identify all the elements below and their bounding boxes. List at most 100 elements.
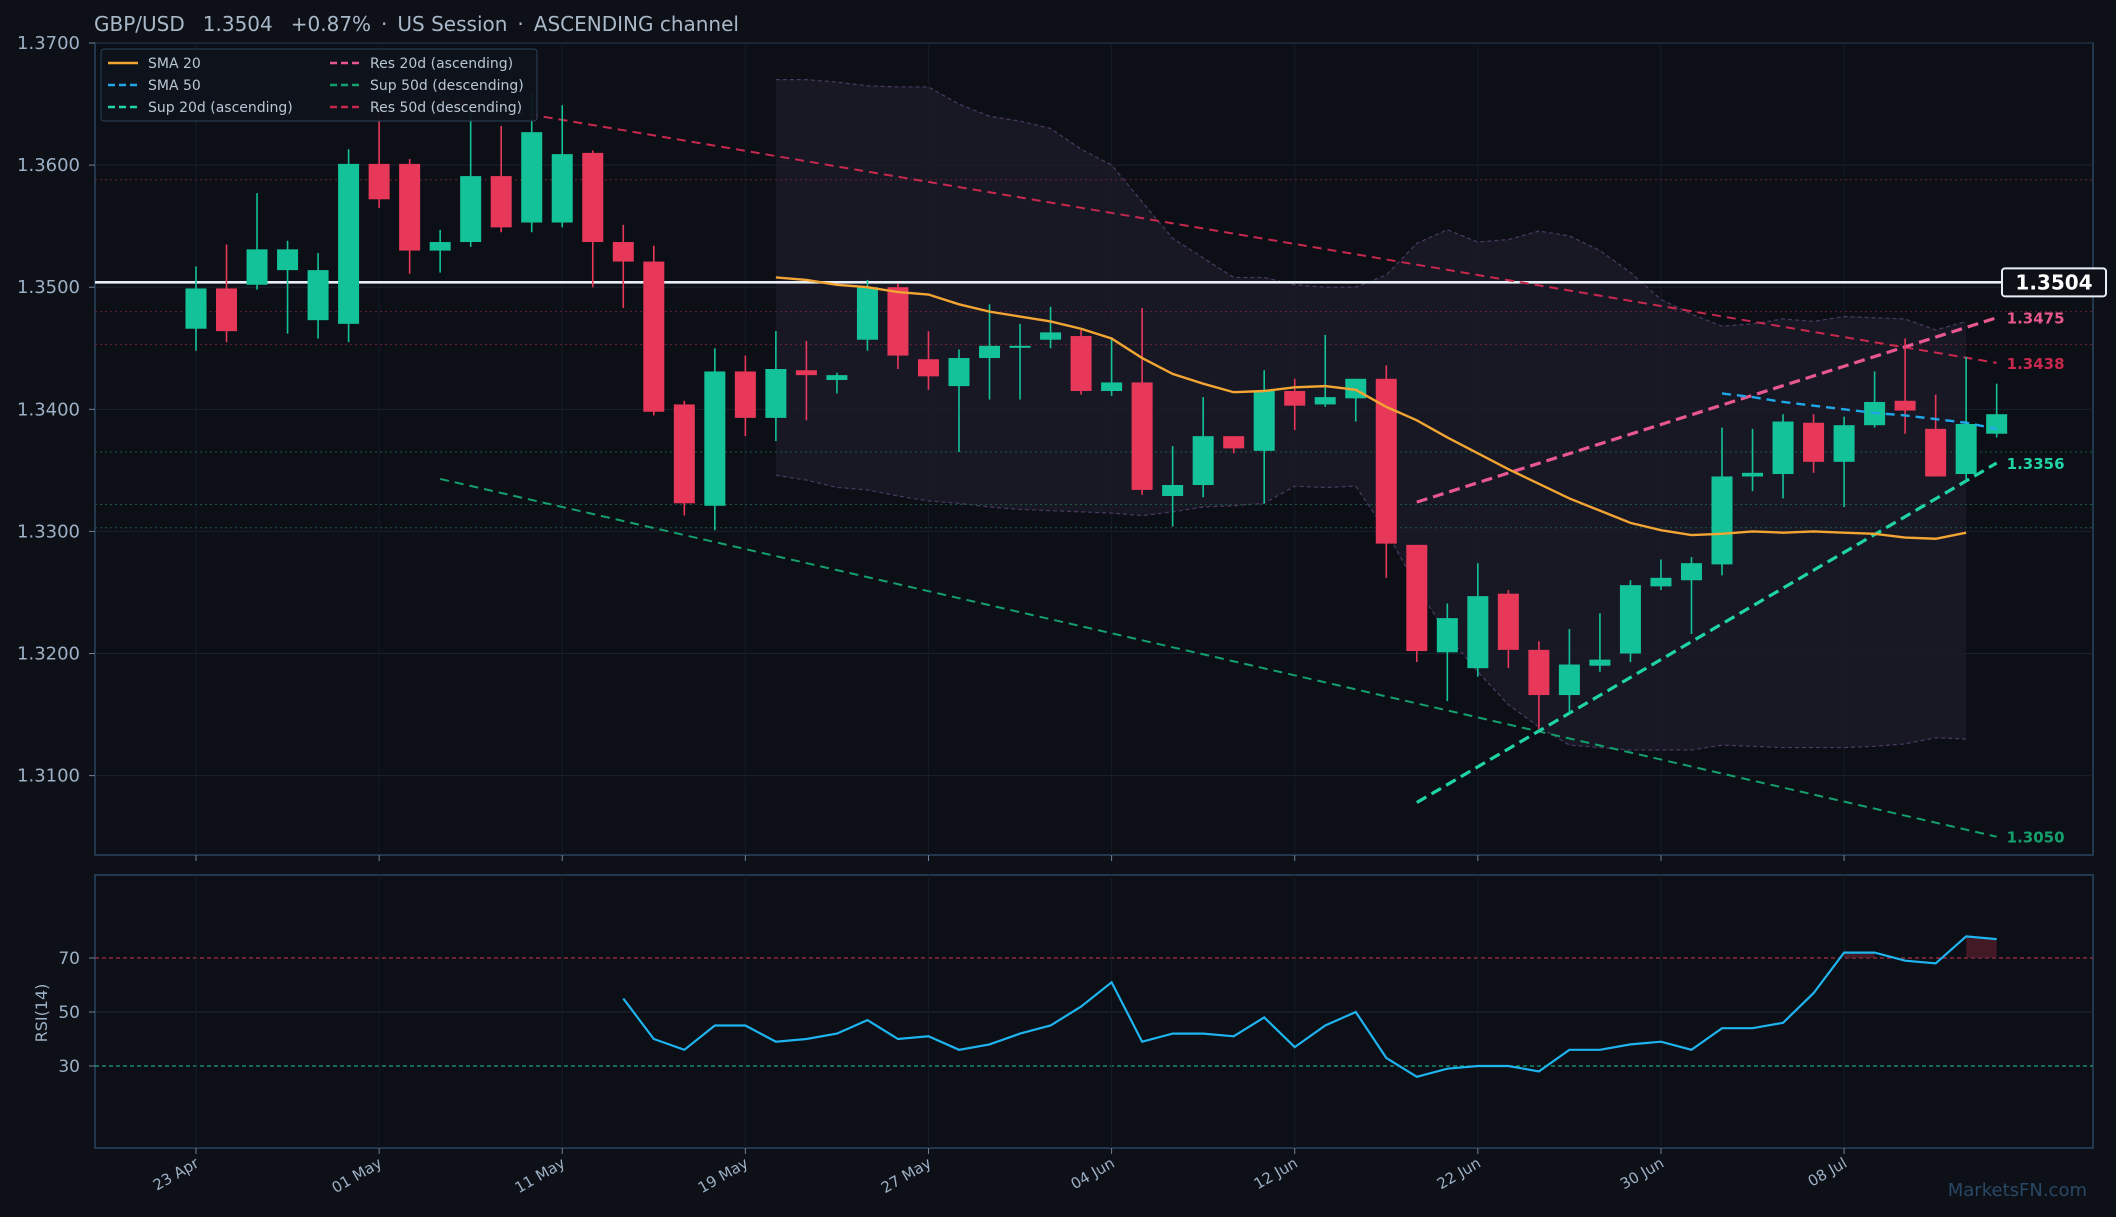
candle-body-up — [521, 132, 543, 223]
candle-body-down — [1406, 544, 1428, 652]
candle-body-down — [1528, 649, 1550, 696]
sup-50d-descending-value-label: 1.3050 — [2007, 829, 2065, 847]
res-50d-descending-line — [439, 98, 1997, 364]
candlesticks — [185, 91, 2008, 730]
candle-body-up — [1772, 421, 1794, 475]
rsi-y-tick-label: 50 — [58, 1003, 80, 1023]
title-symbol: GBP/USD — [94, 12, 185, 36]
candle-body-up — [551, 154, 573, 223]
candle-body-up — [185, 288, 207, 329]
price-y-tick-label: 1.3600 — [17, 155, 80, 176]
candle-body-down — [1284, 391, 1306, 406]
current-price-label: 1.3504 — [2015, 270, 2092, 294]
moving-averages — [775, 276, 1997, 540]
candle-body-down — [1497, 593, 1519, 650]
legend-label: Res 50d (descending) — [370, 100, 522, 116]
candle-body-up — [1619, 585, 1641, 654]
candle-body-down — [917, 359, 939, 377]
price-y-tick-label: 1.3300 — [17, 521, 80, 542]
price-y-tick-label: 1.3200 — [17, 644, 80, 665]
candle-body-up — [1558, 664, 1580, 696]
res-20d-ascending-value-label: 1.3475 — [2007, 310, 2065, 328]
title-price: 1.3504 — [203, 12, 273, 36]
candle-body-up — [1192, 436, 1214, 486]
legend-label: SMA 20 — [148, 56, 201, 72]
candle-body-down — [368, 163, 390, 200]
sma50-line — [1721, 392, 1997, 431]
rsi-gridlines — [95, 875, 2093, 1148]
rsi-panel: 30 50 70 RSI(14) — [32, 874, 2094, 1149]
horizontal-levels: 1.3504 — [95, 179, 2107, 529]
sup-20d-ascending-value-label: 1.3356 — [2007, 455, 2065, 473]
rsi-axis-label: RSI(14) — [32, 984, 51, 1043]
candle-body-up — [1314, 397, 1336, 405]
candle-body-up — [338, 163, 360, 324]
candle-body-down — [582, 152, 604, 243]
candle-body-up — [979, 345, 1001, 359]
candle-body-up — [826, 375, 848, 381]
candle-body-down — [1131, 382, 1153, 490]
sma20-line — [775, 276, 1967, 540]
title-separator-1: · — [381, 12, 387, 36]
candle-body-down — [1223, 436, 1245, 449]
candle-body-down — [734, 371, 756, 418]
sup-50d-descending-line — [439, 477, 1997, 838]
candle-body-up — [246, 249, 268, 285]
title-separator-2: · — [517, 12, 523, 36]
candle-body-up — [1833, 425, 1855, 462]
candle-body-up — [460, 176, 482, 243]
legend-label: Sup 20d (ascending) — [148, 100, 293, 116]
rsi-line — [622, 935, 1997, 1078]
rsi-series — [622, 935, 1997, 1078]
candle-body-up — [1253, 391, 1275, 451]
candle-body-down — [1375, 378, 1397, 544]
bollinger-lower — [775, 474, 1967, 751]
title-session: US Session — [397, 12, 507, 36]
legend-box — [100, 48, 538, 122]
candle-body-down — [1070, 336, 1092, 391]
candle-body-down — [643, 261, 665, 412]
candle-body-up — [1680, 563, 1702, 581]
price-y-tick-label: 1.3400 — [17, 399, 80, 420]
candle-body-up — [948, 358, 970, 387]
legend-label: SMA 50 — [148, 78, 201, 94]
candle-body-down — [1894, 400, 1916, 411]
rsi-overbought-area — [1844, 952, 1875, 958]
price-y-tick-label: 1.3500 — [17, 277, 80, 298]
candle-body-down — [612, 242, 634, 262]
rsi-y-tick-label: 70 — [58, 949, 80, 969]
candle-body-up — [1742, 472, 1764, 477]
legend: SMA 20 Res 20d (ascending) SMA 50 Sup 50d (… — [100, 48, 538, 122]
rsi-overbought-area — [1966, 936, 1997, 958]
candle-body-up — [1589, 659, 1611, 666]
candle-body-up — [1650, 577, 1672, 587]
candle-body-up — [1009, 345, 1031, 348]
trendlines — [439, 98, 1998, 838]
candle-body-down — [490, 176, 512, 228]
candle-body-up — [856, 287, 878, 340]
candle-body-up — [765, 369, 787, 418]
res-50d-descending-value-label: 1.3438 — [2007, 355, 2065, 373]
rsi-y-axis: 30 50 70 — [58, 949, 95, 1077]
candle-body-up — [429, 242, 451, 251]
title-channel: ASCENDING channel — [534, 12, 739, 36]
candle-body-up — [277, 249, 299, 271]
legend-label: Sup 50d (descending) — [370, 78, 524, 94]
candle-body-down — [795, 370, 817, 376]
candle-body-up — [307, 270, 329, 321]
candle-body-up — [704, 371, 726, 506]
candle-body-up — [1162, 485, 1184, 497]
price-x-tick-marks — [195, 855, 1845, 861]
candle-body-down — [216, 288, 238, 332]
candle-body-up — [1711, 476, 1733, 565]
candle-body-down — [673, 404, 695, 504]
candle-body-up — [1101, 382, 1123, 391]
sup-20d-ascending-line — [1415, 461, 1998, 804]
trendline-labels: 1.3438 1.3050 1.3475 1.3356 — [2007, 310, 2065, 847]
watermark: MarketsFN.com — [1948, 1180, 2087, 1201]
candle-body-up — [1467, 596, 1489, 669]
legend-label: Res 20d (ascending) — [370, 56, 513, 72]
title-change: +0.87% — [291, 12, 371, 36]
